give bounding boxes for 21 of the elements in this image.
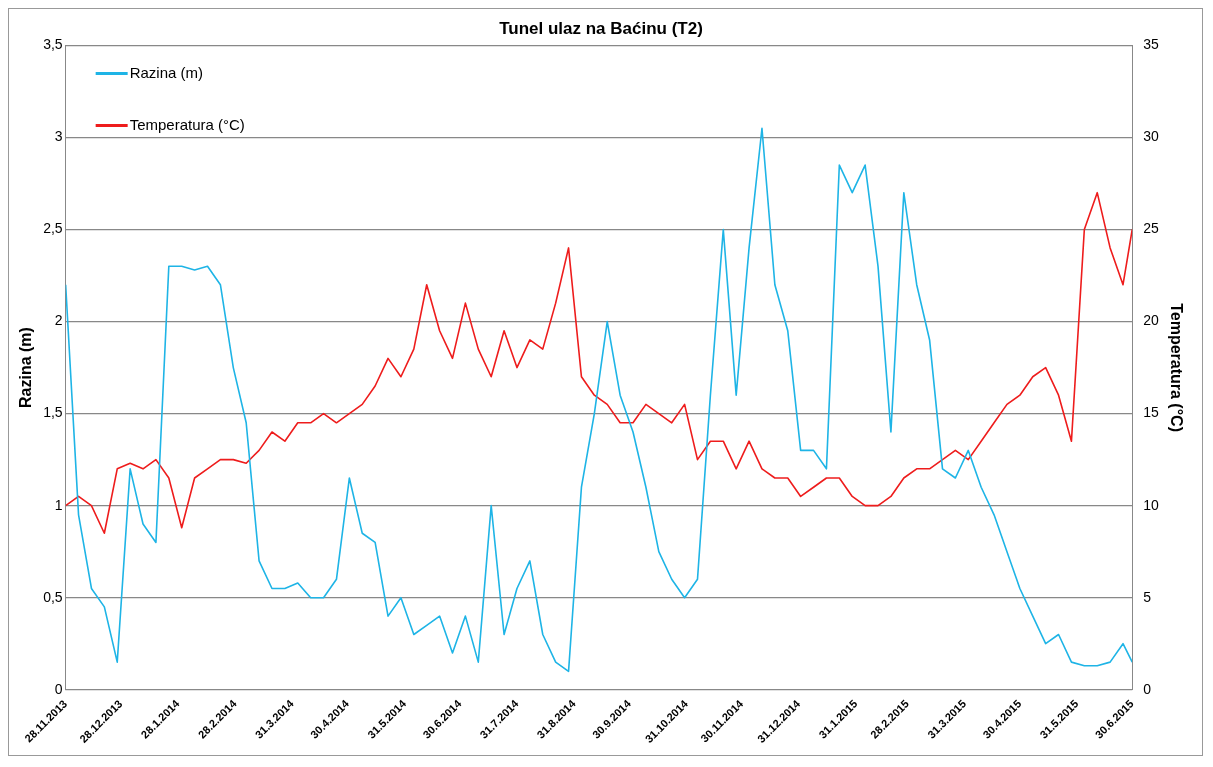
y-tick-label: 0,5 <box>43 588 63 605</box>
y2-tick-label: 0 <box>1143 680 1152 697</box>
y-tick-label: 2,5 <box>43 220 63 237</box>
chart-title: Tunel ulaz na Baćinu (T2) <box>499 18 703 38</box>
y-tick-label: 1 <box>54 496 63 513</box>
y2-tick-label: 10 <box>1143 496 1160 513</box>
y2-tick-label: 35 <box>1143 36 1160 53</box>
legend-label: Temperatura (°C) <box>129 115 245 133</box>
y2-tick-label: 20 <box>1143 312 1160 329</box>
y2-tick-label: 5 <box>1143 588 1152 605</box>
y-axis-title: Razina (m) <box>17 327 35 409</box>
y-tick-label: 1,5 <box>43 404 63 421</box>
legend-label: Razina (m) <box>129 63 204 81</box>
y-tick-label: 2 <box>54 312 63 329</box>
y2-axis-title: Temperatura (°C) <box>1167 303 1185 432</box>
y2-tick-label: 30 <box>1143 128 1160 145</box>
y2-tick-label: 25 <box>1143 220 1160 237</box>
y-tick-label: 0 <box>54 680 63 697</box>
y-tick-label: 3 <box>54 128 63 145</box>
y-tick-label: 3,5 <box>43 36 63 53</box>
y2-tick-label: 15 <box>1143 404 1160 421</box>
